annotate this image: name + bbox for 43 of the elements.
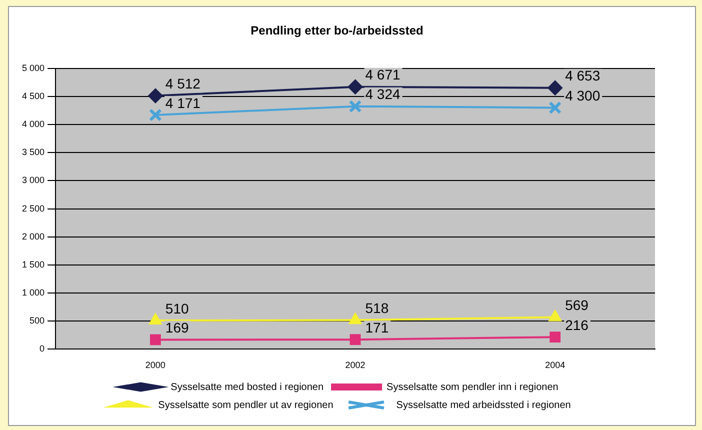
- y-tick-label: 0: [40, 344, 45, 354]
- y-tick-label: 3 000: [22, 175, 45, 186]
- y-tick-label: 3 500: [22, 147, 45, 158]
- y-tick-label: 1 500: [22, 259, 45, 270]
- y-tick-label: 1 000: [22, 288, 45, 298]
- point: [148, 313, 162, 325]
- legend-label: Sysselsatte med arbeidssted i regionen: [396, 400, 571, 411]
- data-label: 4 671: [365, 66, 401, 83]
- x-tick-label: 2002: [345, 360, 366, 370]
- y-tick-label: 4 500: [22, 90, 45, 101]
- point: [548, 101, 562, 114]
- point: [150, 334, 161, 346]
- data-label: 216: [565, 316, 589, 333]
- data-label: 171: [365, 319, 389, 336]
- data-label: 518: [365, 300, 389, 316]
- point: [548, 310, 562, 322]
- legend-label: Sysselsatte med bosted i regionen: [170, 382, 324, 393]
- point: [548, 80, 563, 96]
- point: [350, 334, 361, 346]
- point: [348, 100, 362, 113]
- y-tick-label: 2 000: [22, 231, 45, 242]
- legend-label: Sysselsatte som pendler ut av regionen: [158, 400, 334, 411]
- x-tick-label: 2000: [145, 360, 166, 370]
- chart-title: Pendling etter bo-/arbeidssted: [250, 24, 424, 38]
- point: [550, 332, 561, 343]
- x-tick-label: 2004: [545, 360, 566, 370]
- data-label: 4 324: [365, 86, 401, 102]
- legend-label: Sysselsatte som pendler inn i regionen: [386, 382, 558, 393]
- y-tick-label: 500: [29, 316, 45, 326]
- y-tick-label: 2 500: [22, 203, 45, 214]
- data-label: 4 512: [165, 76, 201, 92]
- data-label: 4 171: [165, 94, 201, 111]
- point: [348, 312, 362, 324]
- data-label: 4 300: [565, 88, 600, 104]
- y-tick-label: 4 000: [22, 119, 45, 130]
- data-label: 569: [565, 297, 589, 314]
- y-tick-label: 5 000: [22, 62, 45, 73]
- point: [348, 79, 363, 94]
- data-label: 510: [165, 300, 190, 316]
- data-label: 169: [165, 320, 190, 336]
- point: [148, 88, 163, 104]
- point: [148, 108, 162, 122]
- data-label: 4 653: [565, 68, 600, 84]
